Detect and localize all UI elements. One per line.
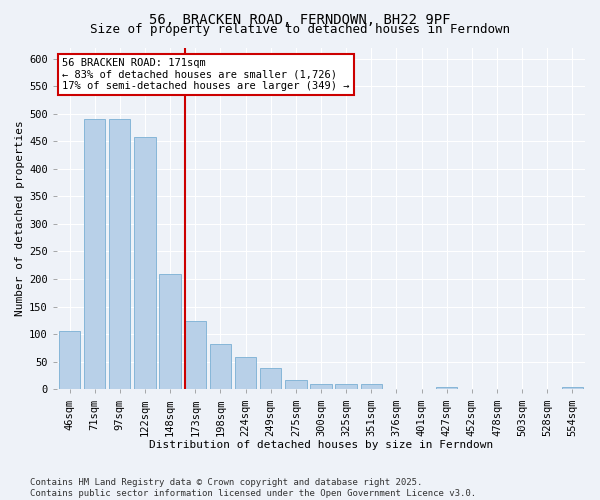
Text: Size of property relative to detached houses in Ferndown: Size of property relative to detached ho… <box>90 22 510 36</box>
Bar <box>436 386 457 390</box>
Bar <box>185 322 206 390</box>
X-axis label: Distribution of detached houses by size in Ferndown: Distribution of detached houses by size … <box>149 440 493 450</box>
Bar <box>562 386 583 390</box>
Bar <box>310 384 332 390</box>
Text: Contains HM Land Registry data © Crown copyright and database right 2025.
Contai: Contains HM Land Registry data © Crown c… <box>30 478 476 498</box>
Bar <box>59 332 80 390</box>
Text: 56 BRACKEN ROAD: 171sqm
← 83% of detached houses are smaller (1,726)
17% of semi: 56 BRACKEN ROAD: 171sqm ← 83% of detache… <box>62 58 350 91</box>
Y-axis label: Number of detached properties: Number of detached properties <box>15 120 25 316</box>
Bar <box>160 274 181 390</box>
Bar <box>210 344 231 390</box>
Bar <box>109 119 130 390</box>
Bar <box>260 368 281 390</box>
Bar <box>361 384 382 390</box>
Text: 56, BRACKEN ROAD, FERNDOWN, BH22 9PF: 56, BRACKEN ROAD, FERNDOWN, BH22 9PF <box>149 12 451 26</box>
Bar <box>134 137 155 390</box>
Bar <box>235 358 256 390</box>
Bar <box>84 119 106 390</box>
Bar <box>285 380 307 390</box>
Bar <box>335 384 357 390</box>
